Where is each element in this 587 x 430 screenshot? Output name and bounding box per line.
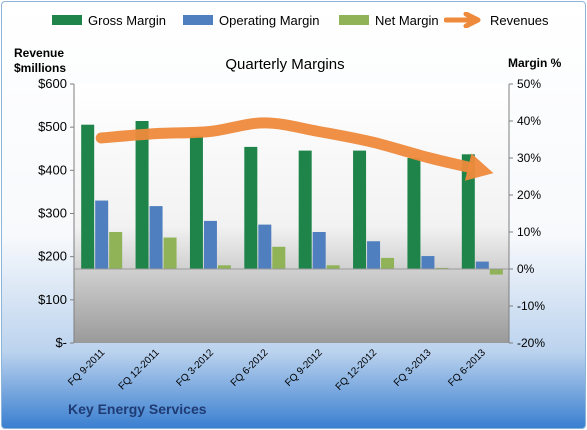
bar-net-margin-fq-6-2012 — [272, 246, 286, 269]
right-tick-label: 30% — [517, 151, 541, 165]
legend-swatch-operating-margin — [183, 15, 213, 25]
legend-label-net-margin: Net Margin — [375, 12, 439, 28]
legend-item-gross-margin: Gross Margin — [52, 10, 166, 30]
x-tick-label: FQ 3-2012 — [174, 347, 216, 389]
x-tick-label: FQ 9-2012 — [283, 347, 325, 389]
right-tick-label: 50% — [517, 77, 541, 91]
right-tick-label: -20% — [517, 336, 545, 350]
bar-operating-margin-fq-6-2013 — [475, 261, 489, 269]
bar-operating-margin-fq-12-2011 — [149, 206, 163, 269]
bar-operating-margin-fq-3-2012 — [203, 220, 217, 269]
legend-label-operating-margin: Operating Margin — [219, 12, 320, 28]
bar-gross-margin-fq-3-2013 — [407, 158, 421, 269]
bar-operating-margin-fq-9-2011 — [95, 200, 109, 269]
legend-item-net-margin: Net Margin — [339, 10, 439, 30]
bar-net-margin-fq-12-2012 — [381, 257, 395, 269]
bar-gross-margin-fq-12-2012 — [353, 150, 367, 269]
bar-net-margin-fq-9-2012 — [326, 265, 340, 269]
bar-net-margin-fq-3-2013 — [435, 267, 449, 269]
x-tick-label: FQ 12-2011 — [117, 347, 162, 392]
bar-net-margin-fq-12-2011 — [163, 237, 177, 269]
left-tick-label: $300 — [38, 206, 67, 221]
right-tick-label: 0% — [517, 262, 535, 276]
x-tick-label: FQ 6-2012 — [229, 347, 271, 389]
left-axis-title-line-1: Revenue — [14, 46, 65, 60]
left-tick-label: $500 — [38, 119, 67, 134]
right-tick-label: -10% — [517, 299, 545, 313]
legend-label-gross-margin: Gross Margin — [88, 12, 167, 28]
left-tick-label: $400 — [38, 162, 67, 177]
bar-gross-margin-fq-12-2011 — [135, 121, 149, 269]
bar-net-margin-fq-9-2011 — [109, 232, 123, 269]
x-tick-label: FQ 9-2011 — [66, 347, 107, 388]
bar-operating-margin-fq-12-2012 — [367, 241, 381, 269]
revenues-line — [95, 117, 474, 173]
bar-gross-margin-fq-6-2013 — [461, 154, 475, 269]
right-tick-label: 40% — [517, 114, 541, 128]
left-tick-label: $200 — [38, 249, 67, 264]
legend-swatch-net-margin — [339, 15, 369, 25]
bar-operating-margin-fq-3-2013 — [421, 256, 435, 269]
legend-label-revenues: Revenues — [490, 12, 549, 28]
left-tick-label: $100 — [38, 292, 67, 307]
left-tick-label: $- — [55, 335, 67, 350]
legend-swatch-gross-margin — [52, 15, 82, 25]
bar-net-margin-fq-6-2013 — [489, 269, 503, 275]
company-name: Key Energy Services — [68, 401, 207, 417]
x-tick-label: FQ 3-2013 — [392, 347, 434, 389]
chart-title: Quarterly Margins — [225, 56, 345, 73]
left-tick-label: $600 — [38, 76, 67, 91]
legend-item-operating-margin: Operating Margin — [183, 10, 319, 30]
right-tick-label: 20% — [517, 188, 541, 202]
bar-gross-margin-fq-9-2012 — [298, 150, 312, 269]
bar-gross-margin-fq-3-2012 — [189, 135, 203, 269]
x-tick-label: FQ 6-2013 — [446, 347, 488, 389]
legend-item-revenues: Revenues — [444, 10, 549, 30]
bar-gross-margin-fq-9-2011 — [81, 124, 95, 269]
legend: Gross Margin Operating Margin Net Margin… — [0, 10, 587, 30]
revenues-arrowhead — [464, 153, 494, 181]
bar-net-margin-fq-3-2012 — [217, 265, 231, 269]
right-axis-title: Margin % — [508, 56, 562, 70]
bar-operating-margin-fq-9-2012 — [312, 232, 326, 269]
x-tick-label: FQ 12-2012 — [334, 347, 380, 393]
legend-arrow-icon — [444, 12, 481, 28]
left-axis-title-line-2: $millions — [14, 61, 67, 75]
left-axis-title: Revenue $millions — [14, 46, 66, 76]
bar-operating-margin-fq-6-2012 — [258, 224, 272, 269]
right-tick-label: 10% — [517, 225, 541, 239]
bar-gross-margin-fq-6-2012 — [244, 146, 258, 269]
